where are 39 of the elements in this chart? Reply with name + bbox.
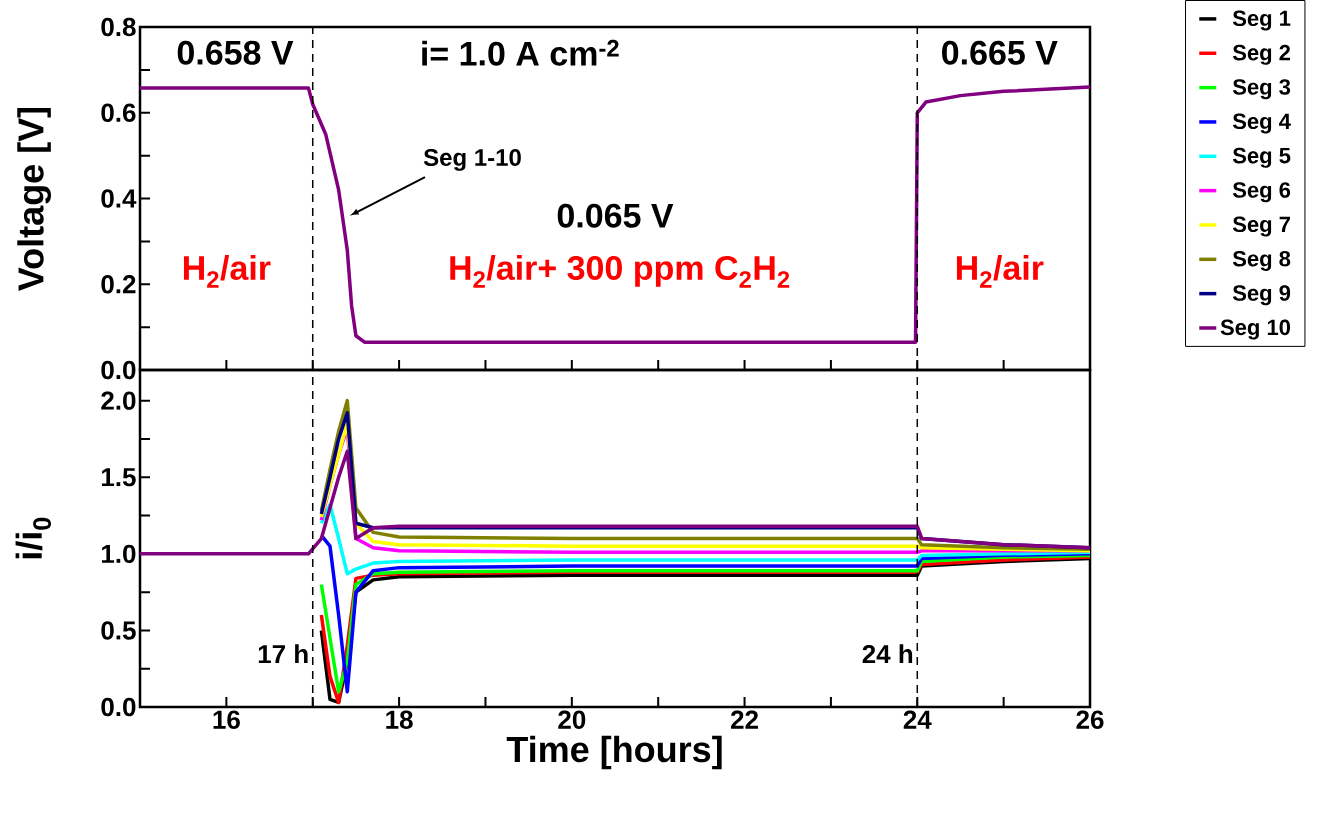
ref-line-label: 24 h <box>862 644 913 664</box>
y-tick-label: 0.0 <box>101 360 136 380</box>
legend-label: Seg 2 <box>1232 44 1291 65</box>
annotation: H$_{2}$/air+ 300 ppm C$_{2}$H$_{2}$ <box>450 255 790 288</box>
annotation: i= 1.0 A cm$^{-2}$ <box>422 39 619 66</box>
annotation: 0.065 V <box>557 203 674 228</box>
legend-label: Seg 6 <box>1232 182 1291 203</box>
annotation: H$_{2}$/air <box>183 255 271 288</box>
annotation: 0.665 V <box>942 40 1058 65</box>
x-tick-label: 26 <box>1076 710 1104 729</box>
x-axis-title: Time [hours] <box>506 735 722 770</box>
legend-label: Seg 1 <box>1232 10 1291 31</box>
legend-label: Seg 3 <box>1232 79 1291 100</box>
annotation: Seg 1-10 <box>423 149 521 171</box>
legend-label: Seg 5 <box>1232 147 1291 168</box>
x-tick-label: 16 <box>213 710 240 729</box>
legend-label: Seg 4 <box>1232 113 1291 134</box>
y-tick-label: 0.8 <box>101 17 136 37</box>
y-tick-label: 0.5 <box>101 621 136 640</box>
y-tick-label: 0.6 <box>101 103 136 122</box>
x-tick-label: 18 <box>386 710 413 729</box>
ref-line-label: 17 h <box>258 644 308 664</box>
annotation: H$_{2}$/air <box>956 255 1044 288</box>
x-tick-label: 24 <box>903 710 932 729</box>
y-tick-label: 0.4 <box>101 189 137 208</box>
y-tick-label: 0.0 <box>101 697 136 717</box>
y-axis-title: Voltage [V] <box>17 107 51 291</box>
annotation: 0.658 V <box>177 40 294 65</box>
x-tick-label: 22 <box>731 710 758 729</box>
x-tick-label: 20 <box>558 710 586 729</box>
legend-label: Seg 8 <box>1232 250 1291 271</box>
y-tick-label: 0.2 <box>101 275 136 294</box>
legend-label: Seg 9 <box>1232 285 1291 306</box>
y-axis-title: i/i$_{0}$ <box>15 517 51 559</box>
y-tick-label: 2.0 <box>101 391 136 410</box>
y-tick-label: 1.0 <box>101 544 136 564</box>
y-tick-label: 1.5 <box>101 468 136 487</box>
legend-label: Seg 7 <box>1232 216 1290 237</box>
legend-label: Seg 10 <box>1220 319 1291 340</box>
